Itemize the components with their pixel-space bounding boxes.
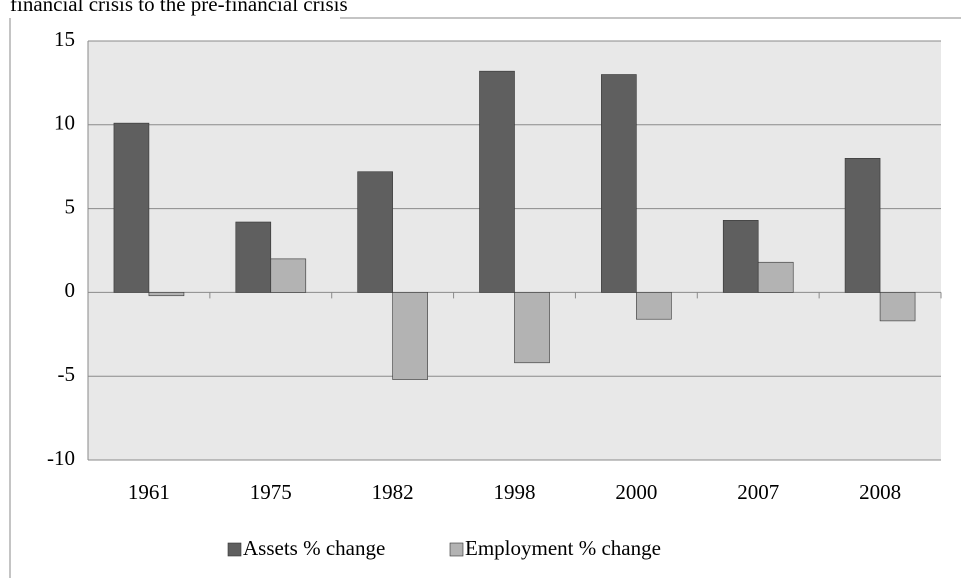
x-tick-label: 1961	[128, 480, 170, 504]
bar	[270, 258, 307, 293]
bar	[148, 292, 185, 297]
bar	[722, 220, 759, 293]
legend-swatch	[449, 542, 464, 557]
bar	[879, 292, 916, 322]
x-tick-label: 2008	[859, 480, 901, 504]
chart-title: financial crisis to the pre-financial cr…	[10, 0, 348, 16]
bar	[479, 70, 515, 293]
bar	[601, 74, 637, 293]
y-tick-label: -5	[58, 362, 76, 386]
legend-label: Employment % change	[465, 536, 661, 560]
bar	[514, 292, 550, 364]
bar	[392, 292, 428, 380]
y-tick-label: 10	[54, 111, 75, 135]
y-tick-label: 5	[65, 194, 76, 218]
x-tick-label: 1982	[372, 480, 414, 504]
bar	[113, 122, 150, 293]
y-tick-label: -10	[47, 446, 75, 470]
bar	[757, 261, 794, 293]
x-tick-label: 1975	[250, 480, 292, 504]
bar	[844, 158, 881, 293]
legend-swatch	[227, 542, 242, 557]
bar	[357, 171, 393, 293]
bar	[636, 292, 672, 320]
x-tick-label: 2007	[737, 480, 779, 504]
y-tick-label: 15	[54, 27, 75, 51]
x-tick-label: 2000	[615, 480, 657, 504]
bar	[235, 221, 272, 293]
y-tick-label: 0	[65, 278, 76, 302]
legend-label: Assets % change	[243, 536, 385, 560]
x-tick-label: 1998	[494, 480, 536, 504]
